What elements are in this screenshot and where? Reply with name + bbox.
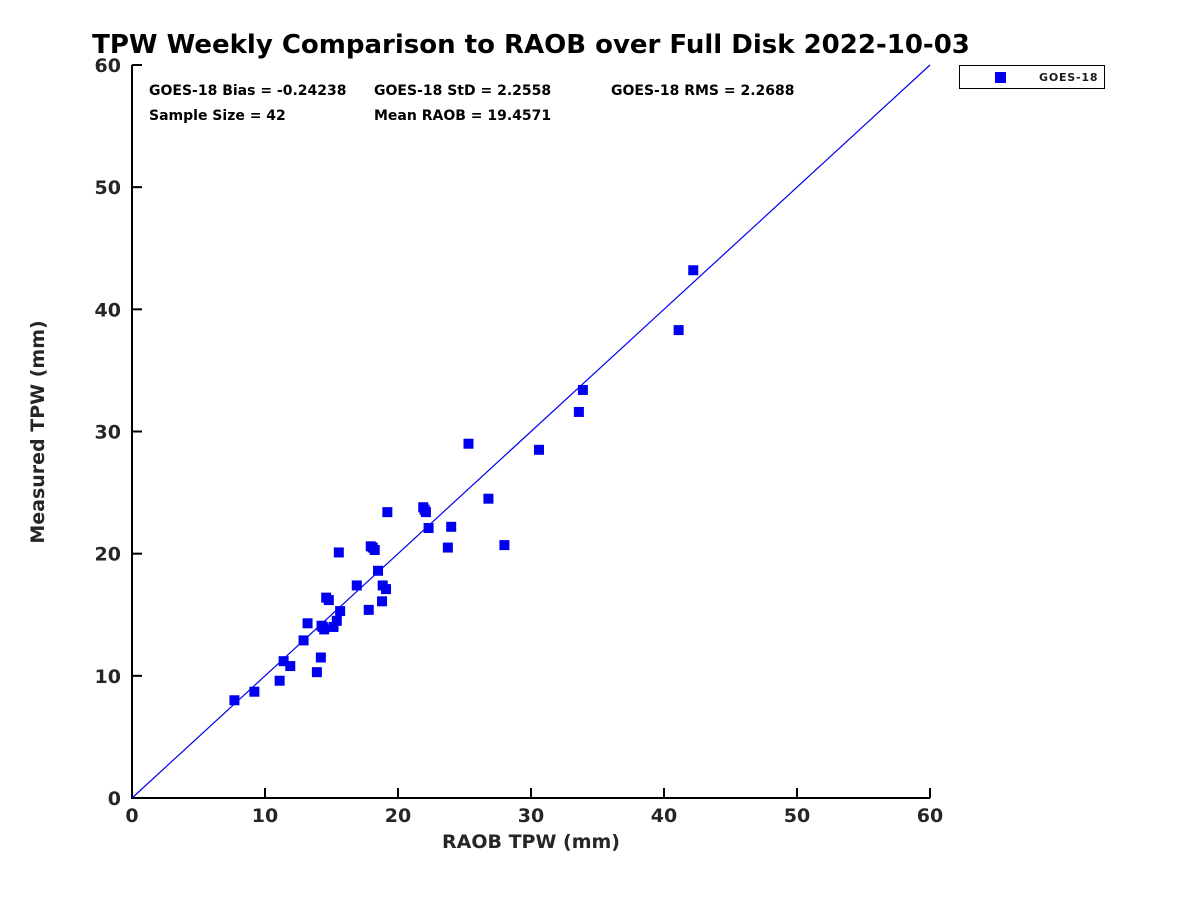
data-point-marker [363,604,374,615]
data-point-marker [442,542,453,553]
y-tick-label: 40 [95,299,121,321]
x-tick-label: 60 [917,805,943,827]
data-point-marker [328,621,339,632]
data-point-marker [382,507,393,518]
stat-bias: GOES-18 Bias = -0.24238 [149,83,347,99]
data-point-marker [302,618,313,629]
x-axis-label: RAOB TPW (mm) [441,831,620,853]
x-tick-label: 50 [784,805,810,827]
data-point-marker [319,624,330,635]
stat-std: GOES-18 StD = 2.2558 [374,83,552,99]
y-tick-label: 20 [95,544,121,566]
data-point-marker [285,661,296,672]
data-point-marker [573,406,584,417]
data-point-marker [274,675,285,686]
data-point-marker [333,547,344,558]
y-tick-label: 60 [95,55,121,77]
data-point-marker [229,695,240,706]
data-point-marker [335,606,346,617]
x-tick-label: 30 [518,805,544,827]
y-tick-label: 10 [95,666,121,688]
x-tick-label: 20 [385,805,411,827]
data-point-marker [278,656,289,667]
data-point-marker [483,493,494,504]
data-point-marker [463,438,474,449]
data-point-marker [331,615,342,626]
chart-title: TPW Weekly Comparison to RAOB over Full … [92,30,970,60]
data-point-marker [381,584,392,595]
data-point-marker [315,652,326,663]
data-point-marker [377,596,388,607]
data-point-marker [373,565,384,576]
data-point-marker [533,444,544,455]
data-point-marker [688,265,699,276]
data-point-marker [446,521,457,532]
identity-reference-line [131,64,931,799]
y-axis-label: Measured TPW (mm) [27,320,49,544]
data-point-marker [351,580,362,591]
stat-sample-size: Sample Size = 42 [149,108,286,124]
data-point-marker [423,523,434,534]
y-tick-label: 50 [95,177,121,199]
data-point-marker [298,635,309,646]
x-tick-label: 40 [651,805,677,827]
data-point-marker [323,595,334,606]
data-point-marker [369,545,380,556]
y-tick-label: 30 [95,422,121,444]
legend-square-marker-icon [995,71,1006,83]
data-point-marker [249,686,260,697]
stat-mean-raob: Mean RAOB = 19.4571 [374,108,552,124]
data-point-marker [577,384,588,395]
data-point-marker [311,667,322,678]
legend: GOES-18 [959,65,1105,89]
data-point-marker [673,325,684,336]
x-tick-label: 10 [252,805,278,827]
stat-rms: GOES-18 RMS = 2.2688 [611,83,795,99]
x-tick-label: 0 [125,805,138,827]
data-point-marker [420,507,431,518]
y-tick-label: 0 [108,788,121,810]
data-point-marker [499,540,510,551]
legend-entry-label: GOES-18 [1039,70,1099,84]
